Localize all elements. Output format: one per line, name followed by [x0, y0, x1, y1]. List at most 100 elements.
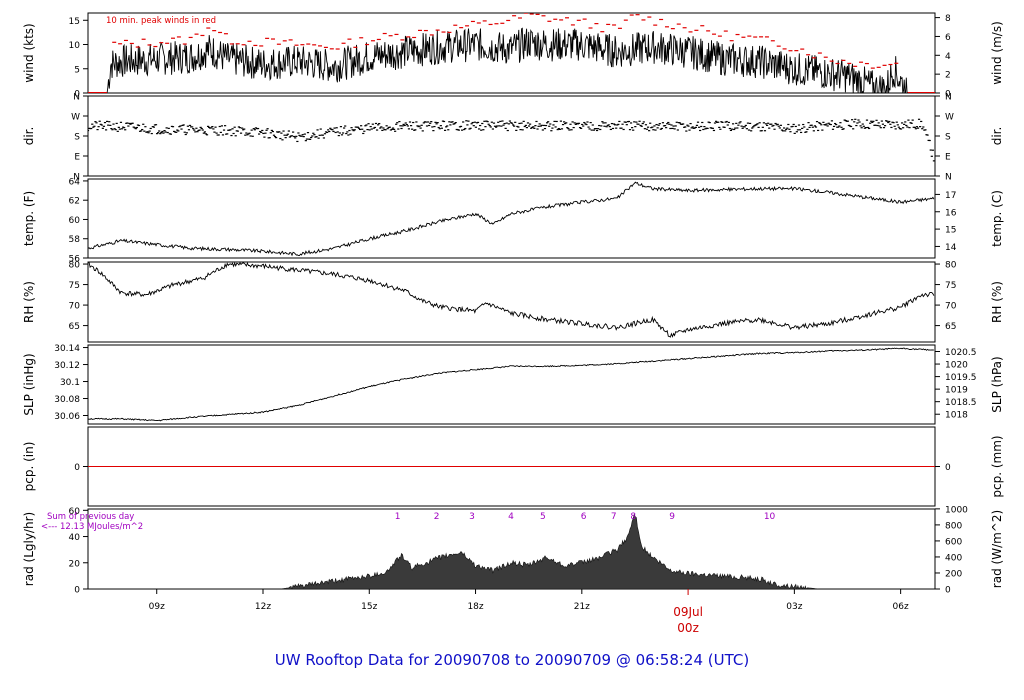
dir-point [931, 149, 934, 151]
dir-point [924, 129, 927, 131]
dir-point [262, 132, 265, 135]
dir-point [92, 126, 95, 128]
dir-point [567, 128, 570, 130]
dir-point [358, 128, 362, 131]
dir-point [892, 122, 895, 124]
dir-point [518, 122, 521, 125]
dir-point [872, 120, 875, 122]
dir-point [701, 121, 704, 124]
dir-point [774, 122, 777, 125]
dir-point [751, 127, 754, 129]
dir-point [158, 130, 161, 132]
dir-point [786, 127, 789, 129]
dir-point [724, 121, 727, 123]
slp-series [88, 347, 934, 422]
dir-point [668, 123, 671, 125]
dir-point [175, 131, 178, 133]
rad-hour-label: 1 [395, 512, 401, 522]
wind-left-tick-label: 0 [74, 90, 80, 100]
dir-point [281, 139, 284, 141]
dir-point [534, 125, 537, 127]
dir-point [577, 122, 581, 124]
dir-point [240, 127, 244, 129]
dir-point [513, 125, 516, 127]
dir-point [364, 125, 367, 127]
dir-point [868, 127, 871, 130]
dir-point [365, 124, 368, 126]
rad-right-tick-label: 400 [945, 553, 962, 563]
dir-point [396, 122, 399, 124]
dir-point [877, 122, 880, 124]
dir-point [712, 129, 716, 132]
dir-point [344, 125, 347, 127]
dir-point [306, 132, 310, 134]
dir-point [669, 127, 672, 130]
dir-point [806, 128, 809, 130]
dir-point [621, 123, 624, 125]
dir-point [353, 129, 356, 131]
dir-point [764, 123, 768, 125]
temp-plot-area [88, 181, 935, 257]
temp-right-tick-label: 16 [945, 208, 957, 218]
dir-point [762, 122, 765, 124]
dir-point [535, 120, 538, 123]
dir-point [404, 122, 407, 124]
dir-point [760, 130, 763, 132]
rad-ylabel-left: rad (Lgly/hr) [22, 512, 36, 586]
dir-point [903, 123, 906, 125]
dir-point [117, 126, 120, 128]
dir-point [797, 124, 801, 126]
dir-point [279, 137, 282, 140]
dir-point [251, 135, 254, 137]
dir-point [341, 132, 345, 134]
dir-point [133, 127, 136, 129]
dir-point [124, 129, 127, 131]
wind-left-tick-label: 10 [69, 41, 81, 51]
dir-point [211, 125, 214, 128]
dir-point [499, 120, 502, 123]
dir-point [258, 133, 261, 135]
dir-point [763, 130, 767, 132]
dir-point [768, 127, 771, 129]
dir-point [878, 125, 881, 127]
dir-point [222, 129, 226, 131]
dir-point [690, 127, 693, 129]
dir-point [897, 126, 900, 128]
dir-point [406, 125, 409, 127]
dir-point [905, 124, 908, 127]
rh-right-tick-label: 65 [945, 322, 956, 332]
dir-point [332, 130, 335, 133]
dir-point [667, 121, 670, 124]
dir-point [408, 121, 412, 123]
dir-point [821, 129, 824, 131]
dir-point [140, 130, 143, 132]
dir-point [304, 140, 307, 142]
dir-point [244, 134, 247, 136]
dir-point [805, 131, 808, 133]
dir-point [708, 121, 711, 124]
dir-point [796, 129, 800, 131]
dir-point [269, 132, 272, 134]
dir-point [372, 127, 375, 129]
dir-point [597, 128, 600, 130]
dir-point [305, 138, 309, 140]
dir-point [624, 121, 627, 123]
dir-point [477, 128, 481, 130]
dir-point [449, 124, 452, 126]
dir-point [525, 127, 529, 129]
dir-point [149, 127, 152, 130]
dir-point [164, 131, 167, 133]
dir-point [754, 124, 757, 126]
dir-point [488, 125, 491, 127]
dir-point [780, 129, 784, 131]
wind-ylabel-right: wind (m/s) [990, 21, 1004, 85]
dir-point [838, 125, 841, 127]
dir-point [126, 122, 129, 124]
rad-hour-label: 6 [581, 512, 587, 522]
dir-point [856, 122, 859, 124]
dir-point [524, 124, 527, 127]
dir-point [142, 123, 145, 125]
dir-point [298, 134, 301, 136]
dir-point [188, 124, 192, 127]
dir-point [776, 123, 779, 125]
